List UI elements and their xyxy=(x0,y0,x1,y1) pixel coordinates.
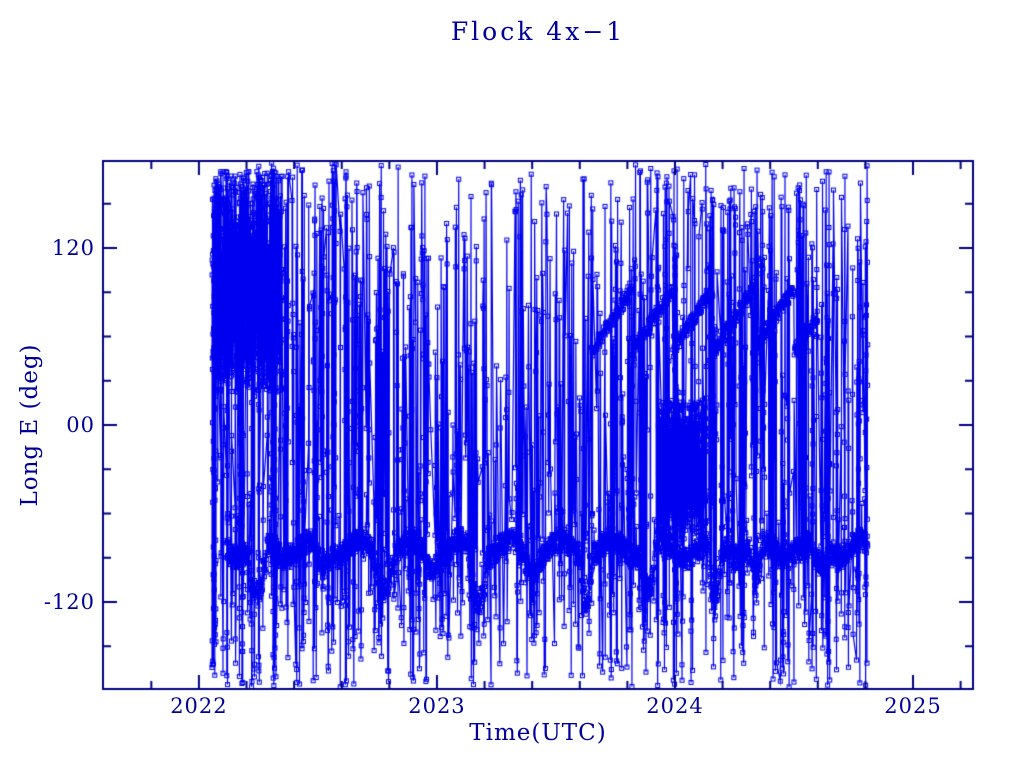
plot-title: Flock 4x−1 xyxy=(450,17,626,46)
x-tick-label-2024: 2024 xyxy=(646,694,704,718)
x-tick-label-2025: 2025 xyxy=(884,694,942,718)
x-axis-title: Time(UTC) xyxy=(469,720,607,746)
y-tick-label--120: -120 xyxy=(43,589,95,614)
y-tick-label-00: 00 xyxy=(66,413,95,437)
y-tick-label-120: 120 xyxy=(51,236,95,261)
x-tick-label-2022: 2022 xyxy=(170,694,228,718)
y-axis-title: Long E (deg) xyxy=(17,343,43,507)
x-tick-label-2023: 2023 xyxy=(408,694,466,718)
